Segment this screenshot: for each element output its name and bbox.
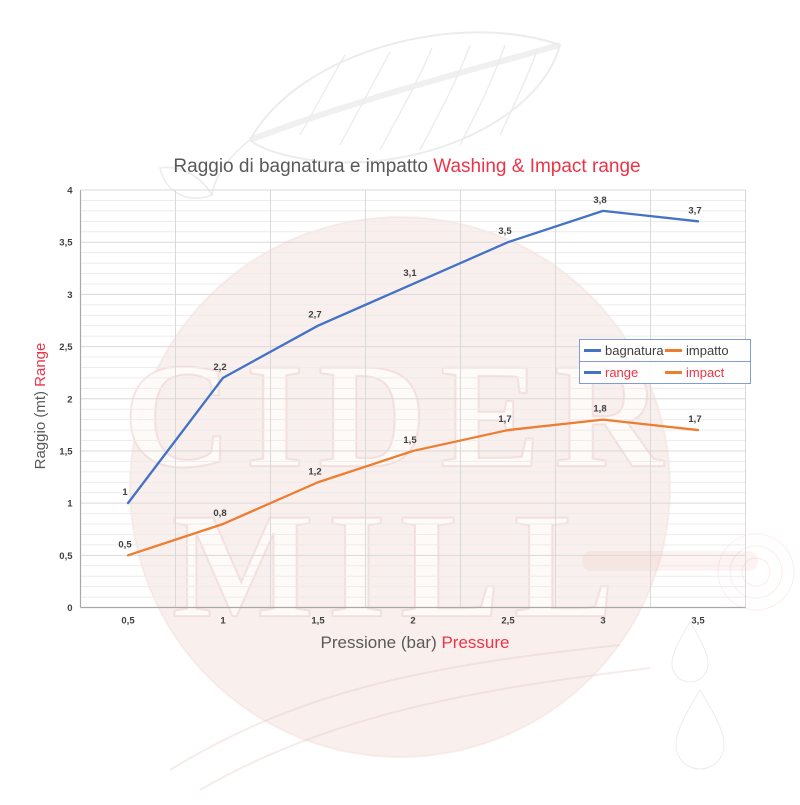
x-tick-label: 1,5 (311, 616, 325, 627)
y-tick-label: 3,5 (59, 238, 73, 249)
y-tick-label: 2 (67, 394, 72, 405)
legend-label-impact: impact (686, 365, 725, 380)
chart-title-main: Raggio di bagnatura e impatto (173, 156, 434, 177)
data-label: 3,5 (498, 226, 512, 237)
data-label: 3,8 (593, 195, 606, 206)
impatto-line-swatch (665, 349, 682, 352)
legend-label-impatto: impatto (686, 343, 729, 358)
y-tick-label: 1 (67, 499, 73, 510)
data-label: 1,8 (593, 404, 606, 415)
data-label: 0,8 (213, 508, 226, 519)
legend-item-impact: impact (665, 365, 746, 380)
x-axis-title-accent: Pressure (441, 633, 510, 652)
chart-legend: bagnatura impatto range impact (579, 339, 751, 384)
data-label: 2,2 (213, 362, 226, 373)
impact-line-swatch (665, 371, 682, 374)
data-label: 1,7 (688, 414, 701, 425)
y-tick-label: 3 (67, 290, 72, 301)
legend-label-bagnatura: bagnatura (605, 343, 664, 358)
x-axis-title-main: Pressione (bar) (320, 633, 442, 652)
y-axis-title: Raggio (mt) Range (32, 296, 52, 516)
legend-row-italian: bagnatura impatto (580, 340, 750, 361)
y-tick-label: 0,5 (59, 551, 73, 562)
x-axis-title: Pressione (bar) Pressure (0, 633, 800, 653)
y-tick-label: 1,5 (59, 446, 73, 457)
y-axis-title-accent: Range (32, 342, 49, 387)
y-tick-label: 2,5 (59, 342, 73, 353)
x-tick-label: 0,5 (121, 616, 135, 627)
x-tick-label: 2 (410, 616, 415, 627)
data-label: 3,1 (403, 268, 417, 279)
chart-title: Raggio di bagnatura e impatto Washing & … (0, 156, 800, 178)
data-label: 3,7 (688, 205, 701, 216)
x-tick-label: 3 (600, 616, 605, 627)
chart-title-accent: Washing & Impact range (433, 156, 641, 177)
plot-area: 0 0,5 1 1,5 2 2,5 3 3,5 4 0,5 1 1,5 2 2,5 3 3,5 1 2,2 2,7 3… (59, 186, 746, 627)
legend-row-english: range impact (580, 361, 750, 383)
legend-item-range: range (584, 365, 665, 380)
y-tick-label: 4 (67, 186, 73, 197)
legend-item-bagnatura: bagnatura (584, 343, 665, 358)
data-label: 2,7 (308, 310, 321, 321)
x-tick-label: 2,5 (501, 616, 515, 627)
data-label: 1,7 (498, 414, 511, 425)
x-tick-label: 1 (220, 616, 226, 627)
data-label: 1 (122, 487, 128, 498)
y-tick-label: 0 (67, 603, 72, 614)
legend-item-impatto: impatto (665, 343, 746, 358)
data-label: 1,5 (403, 435, 417, 446)
data-label: 1,2 (308, 466, 321, 477)
bagnatura-line-swatch (584, 349, 601, 352)
x-tick-label: 3,5 (691, 616, 705, 627)
y-axis-title-main: Raggio (mt) (32, 386, 49, 470)
legend-label-range: range (605, 365, 639, 380)
data-label: 0,5 (118, 539, 132, 550)
range-line-swatch (584, 371, 601, 374)
